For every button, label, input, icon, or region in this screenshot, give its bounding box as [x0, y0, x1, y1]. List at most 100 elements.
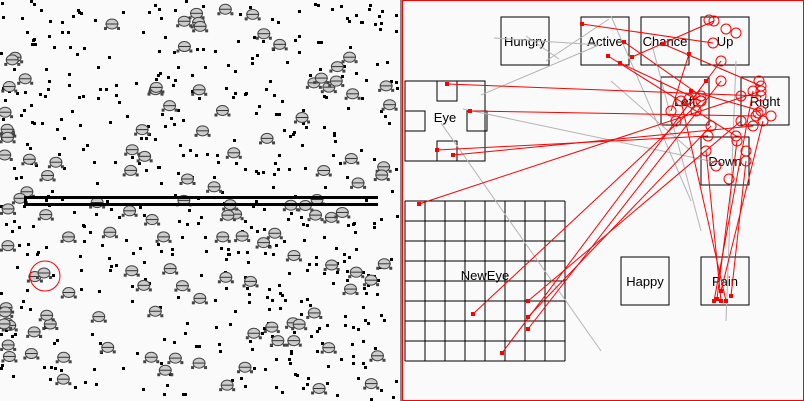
creature[interactable]	[206, 181, 223, 193]
creature[interactable]	[0, 131, 16, 144]
creature[interactable]	[369, 350, 386, 362]
creature[interactable]	[136, 150, 153, 163]
creature[interactable]	[341, 51, 358, 64]
creature[interactable]	[101, 226, 118, 239]
creature[interactable]	[135, 279, 152, 292]
creature[interactable]	[294, 111, 311, 124]
creature[interactable]	[244, 8, 261, 21]
creature[interactable]	[143, 351, 160, 364]
creature[interactable]	[38, 309, 55, 322]
creature[interactable]	[342, 283, 359, 296]
creature[interactable]	[1, 81, 18, 93]
neuron-hungry[interactable]: Hungry	[500, 16, 550, 66]
creature[interactable]	[147, 305, 164, 318]
creature[interactable]	[191, 84, 208, 96]
creature[interactable]	[192, 20, 209, 33]
creature[interactable]	[237, 361, 254, 374]
creature[interactable]	[266, 227, 283, 240]
creature[interactable]	[217, 271, 234, 284]
creature[interactable]	[162, 263, 179, 275]
creature[interactable]	[23, 348, 40, 360]
creature[interactable]	[217, 3, 234, 16]
creature[interactable]	[60, 231, 77, 243]
neuron-neweye[interactable]: NewEye	[404, 200, 566, 362]
creature[interactable]	[155, 231, 172, 243]
creature[interactable]	[373, 169, 390, 182]
neuron-chance[interactable]: Chance	[640, 16, 690, 66]
creature[interactable]	[219, 209, 236, 222]
creature[interactable]	[313, 72, 330, 85]
creature[interactable]	[234, 230, 251, 243]
creature[interactable]	[157, 364, 174, 377]
creature[interactable]	[381, 99, 398, 111]
creature[interactable]	[37, 209, 54, 221]
creature[interactable]	[90, 311, 107, 323]
creature[interactable]	[255, 28, 272, 40]
creature[interactable]	[55, 351, 72, 364]
creature[interactable]	[0, 203, 17, 215]
creature[interactable]	[363, 274, 380, 287]
creature[interactable]	[376, 258, 393, 270]
creature[interactable]	[348, 266, 365, 279]
creature[interactable]	[0, 318, 13, 330]
creature[interactable]	[242, 275, 259, 288]
creature[interactable]	[285, 335, 302, 347]
creature[interactable]	[378, 80, 395, 92]
creature[interactable]	[0, 123, 16, 136]
creature[interactable]	[148, 81, 165, 94]
creature[interactable]	[124, 144, 141, 156]
creature[interactable]	[26, 326, 43, 338]
creature[interactable]	[161, 100, 178, 112]
creature[interactable]	[334, 206, 351, 219]
creature[interactable]	[1, 350, 18, 363]
creature[interactable]	[121, 205, 138, 217]
creature[interactable]	[285, 249, 302, 262]
creature[interactable]	[329, 61, 346, 73]
creature[interactable]	[103, 18, 120, 30]
creature[interactable]	[60, 286, 77, 299]
neuron-down[interactable]: Down	[700, 136, 750, 186]
creature[interactable]	[191, 357, 208, 370]
creature[interactable]	[176, 41, 193, 53]
creature[interactable]	[0, 106, 14, 119]
creature[interactable]	[134, 124, 151, 136]
creature[interactable]	[55, 373, 72, 386]
creature[interactable]	[259, 132, 276, 145]
creature[interactable]	[174, 280, 191, 292]
neuron-eye[interactable]: Eye	[404, 80, 488, 162]
creature[interactable]	[323, 259, 340, 271]
creature[interactable]	[315, 165, 332, 177]
creature[interactable]	[123, 265, 140, 277]
creature[interactable]	[306, 307, 323, 319]
world-view[interactable]	[0, 0, 400, 401]
creature[interactable]	[188, 7, 205, 20]
creature[interactable]	[269, 335, 286, 347]
creature[interactable]	[0, 339, 17, 351]
creature[interactable]	[144, 214, 161, 226]
creature[interactable]	[328, 75, 345, 88]
creature[interactable]	[323, 211, 340, 224]
creature[interactable]	[176, 15, 193, 28]
creature[interactable]	[343, 153, 360, 165]
creature[interactable]	[225, 147, 242, 159]
creature[interactable]	[21, 153, 38, 166]
creature[interactable]	[0, 240, 16, 252]
creature[interactable]	[255, 237, 272, 249]
creature[interactable]	[39, 169, 56, 182]
creature[interactable]	[36, 267, 52, 279]
creature[interactable]	[122, 164, 139, 177]
creature[interactable]	[320, 342, 337, 354]
creature[interactable]	[191, 292, 208, 305]
creature[interactable]	[179, 173, 196, 185]
creature[interactable]	[0, 149, 13, 162]
creature[interactable]	[0, 306, 14, 318]
world-canvas[interactable]	[0, 0, 400, 401]
creature[interactable]	[263, 321, 280, 334]
creature[interactable]	[363, 378, 380, 390]
creature[interactable]	[214, 105, 231, 117]
creature[interactable]	[4, 54, 21, 66]
neuron-happy[interactable]: Happy	[620, 256, 670, 306]
creature[interactable]	[99, 341, 116, 354]
creature[interactable]	[350, 177, 367, 189]
